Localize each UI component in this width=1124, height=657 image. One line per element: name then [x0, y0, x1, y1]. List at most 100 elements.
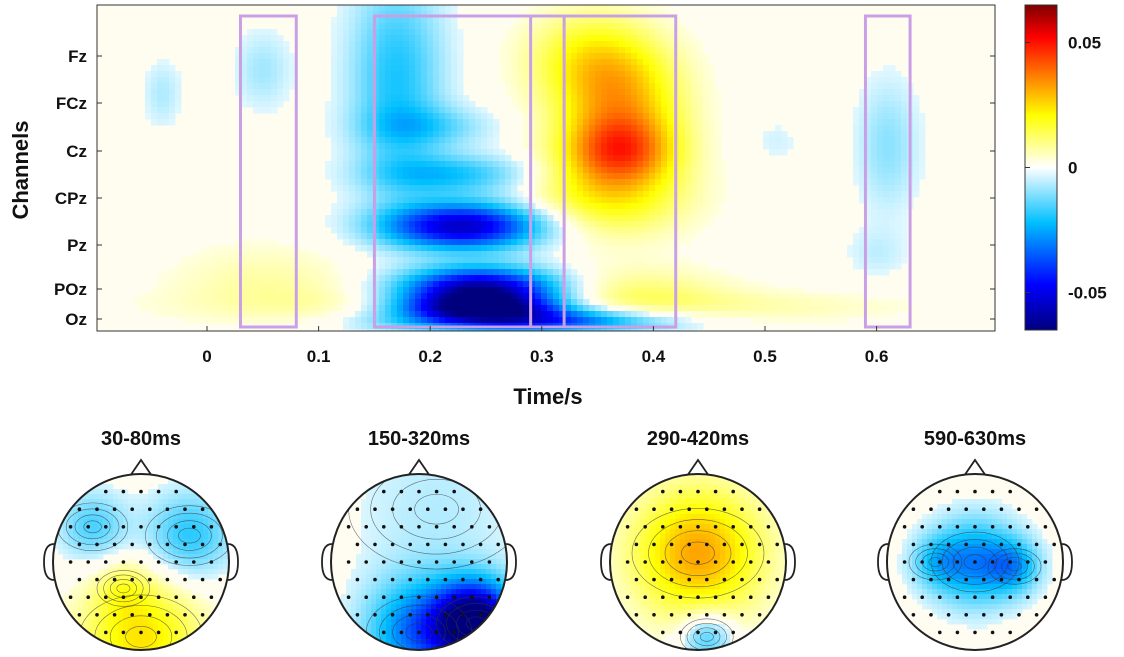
heatmap-cell [475, 161, 482, 168]
heatmap-cell [871, 299, 878, 306]
scalp-cell [108, 484, 114, 490]
heatmap-cell [247, 29, 254, 36]
heatmap-cell [769, 293, 776, 300]
heatmap-cell [259, 95, 266, 102]
heatmap-cell [559, 281, 566, 288]
heatmap-cell [433, 83, 440, 90]
heatmap-cell [661, 47, 668, 54]
heatmap-cell [889, 191, 896, 198]
scalp-cell [168, 599, 174, 605]
heatmap-cell [433, 5, 440, 12]
heatmap-cell [643, 173, 650, 180]
heatmap-cell [409, 65, 416, 72]
heatmap-cell [517, 209, 524, 216]
heatmap-cell [697, 107, 704, 114]
heatmap-cell [445, 5, 452, 12]
heatmap-cell [643, 17, 650, 24]
heatmap-cell [427, 71, 434, 78]
scalp-cell [93, 619, 99, 625]
heatmap-cell [655, 29, 662, 36]
heatmap-cell [229, 293, 236, 300]
heatmap-cell [427, 215, 434, 222]
heatmap-cell [661, 281, 668, 288]
heatmap-cell [625, 287, 632, 294]
heatmap-cell [595, 185, 602, 192]
heatmap-cell [403, 227, 410, 234]
heatmap-cell [373, 245, 380, 252]
heatmap-cell [649, 95, 656, 102]
scalp-cell [83, 544, 89, 550]
scalp-cell [153, 579, 159, 585]
heatmap-cell [577, 53, 584, 60]
heatmap-cell [535, 23, 542, 30]
heatmap-cell [649, 77, 656, 84]
scalp-cell [103, 499, 109, 505]
heatmap-cell [559, 53, 566, 60]
heatmap-cell [421, 101, 428, 108]
heatmap-cell [169, 275, 176, 282]
heatmap-cell [553, 59, 560, 66]
heatmap-cell [871, 239, 878, 246]
scalp-cell [153, 619, 159, 625]
heatmap-cell [403, 95, 410, 102]
scalp-cell [133, 579, 139, 585]
heatmap-cell [703, 299, 710, 306]
heatmap-cell [637, 77, 644, 84]
heatmap-cell [631, 137, 638, 144]
scalp-cell [83, 534, 89, 540]
heatmap-cell [493, 233, 500, 240]
heatmap-cell [445, 59, 452, 66]
heatmap-cell [181, 317, 188, 324]
heatmap-cell [415, 185, 422, 192]
heatmap-cell [523, 293, 530, 300]
heatmap-cell [613, 89, 620, 96]
heatmap-cell [655, 137, 662, 144]
heatmap-cell [709, 305, 716, 312]
scalp-cell [168, 559, 174, 565]
heatmap-cell [583, 233, 590, 240]
heatmap-cell [469, 203, 476, 210]
heatmap-cell [493, 311, 500, 318]
heatmap-cell [475, 119, 482, 126]
heatmap-cell [625, 293, 632, 300]
heatmap-cell [355, 233, 362, 240]
heatmap-cell [421, 17, 428, 24]
heatmap-cell [205, 281, 212, 288]
scalp-cell [93, 644, 99, 650]
heatmap-cell [337, 89, 344, 96]
scalp-cell [168, 624, 174, 630]
heatmap-cell [541, 227, 548, 234]
heatmap-cell [649, 197, 656, 204]
heatmap-cell [427, 227, 434, 234]
heatmap-cell [859, 227, 866, 234]
heatmap-cell [853, 179, 860, 186]
heatmap-cell [415, 167, 422, 174]
heatmap-cell [421, 35, 428, 42]
heatmap-cell [145, 113, 152, 120]
heatmap-cell [493, 149, 500, 156]
heatmap-cell [397, 185, 404, 192]
heatmap-cell [235, 257, 242, 264]
heatmap-cell [619, 5, 626, 12]
heatmap-cell [697, 215, 704, 222]
heatmap-cell [499, 155, 506, 162]
heatmap-cell [445, 23, 452, 30]
heatmap-cell [541, 77, 548, 84]
heatmap-cell [169, 119, 176, 126]
heatmap-cell [637, 143, 644, 150]
scalp-cell [63, 544, 69, 550]
heatmap-cell [679, 269, 686, 276]
heatmap-cell [565, 137, 572, 144]
heatmap-cell [889, 101, 896, 108]
scalp-cell [68, 519, 74, 525]
heatmap-cell [583, 329, 590, 331]
heatmap-cell [661, 107, 668, 114]
heatmap-cell [763, 281, 770, 288]
heatmap-cell [373, 59, 380, 66]
heatmap-cell [733, 281, 740, 288]
heatmap-cell [625, 281, 632, 288]
heatmap-cell [415, 95, 422, 102]
heatmap-cell [331, 179, 338, 186]
heatmap-cell [619, 53, 626, 60]
scalp-cell [163, 499, 169, 505]
